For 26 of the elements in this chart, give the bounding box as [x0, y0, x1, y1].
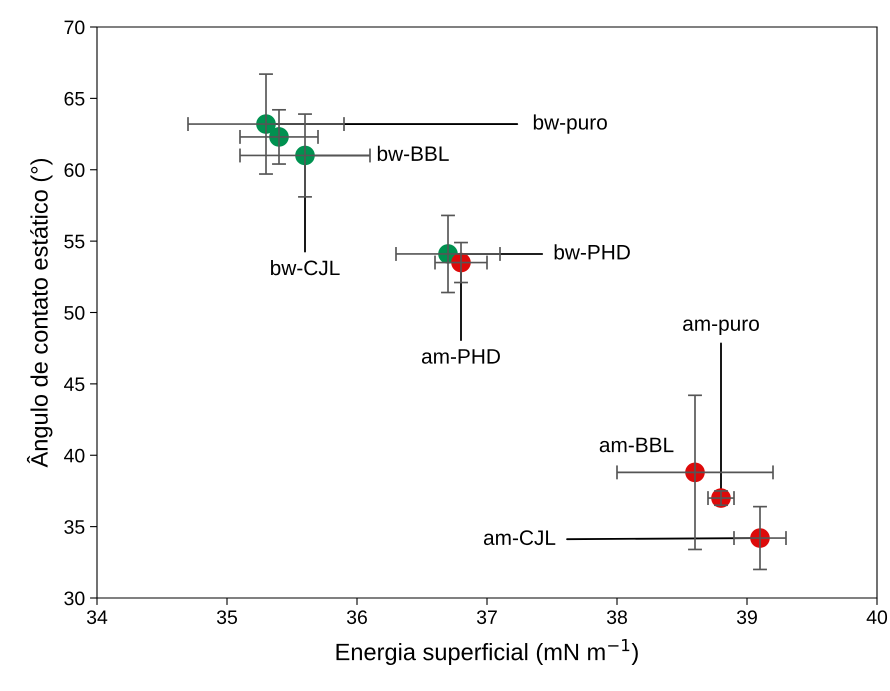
y-tick-label: 50	[64, 306, 84, 320]
y-tick-label: 65	[64, 92, 84, 106]
y-tick-label: 35	[64, 520, 84, 534]
x-tick-label: 37	[476, 610, 497, 624]
annotation: am-CJL	[484, 530, 556, 546]
x-tick-label: 35	[216, 610, 237, 624]
annotation: am-BBL	[600, 438, 674, 452]
annotation: am-puro	[683, 320, 759, 336]
y-axis-title: Ângulo de contato estático (°)	[26, 158, 52, 468]
annotation: am-PHD	[422, 349, 500, 364]
x-tick-label: 36	[346, 610, 367, 624]
annotation: bw-puro	[534, 114, 607, 134]
y-tick-label: 45	[64, 378, 84, 392]
y-tick-label: 60	[64, 163, 84, 177]
annotation: bw-CJL	[271, 260, 340, 276]
x-axis-title: Energia superficial (mN m$^{−1}$)	[336, 639, 638, 666]
x-tick-label: 40	[866, 610, 888, 624]
x-tick-label: 39	[736, 610, 757, 624]
y-tick-label: 70	[64, 20, 84, 34]
y-tick-label: 30	[64, 591, 84, 606]
x-tick-label: 34	[86, 610, 108, 624]
annotation: bw-PHD	[554, 244, 630, 260]
y-tick-label: 40	[64, 448, 84, 462]
y-tick-label: 55	[64, 234, 84, 248]
x-tick-label: 38	[606, 610, 627, 624]
annotation: bw-BBL	[378, 146, 449, 162]
